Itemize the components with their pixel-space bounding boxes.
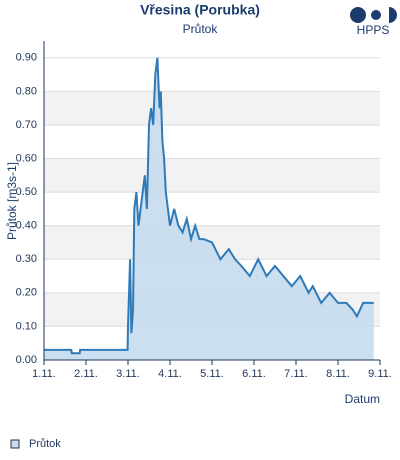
x-tick-label: 7.11. [284,368,308,380]
y-tick-label: 0.30 [16,253,37,265]
plot-band [44,158,380,193]
x-tick-label: 1.11. [32,368,56,380]
y-tick-label: 0.40 [16,220,37,232]
plot-band [44,91,380,125]
x-tick-label: 8.11. [326,368,350,380]
x-tick-label: 2.11. [74,368,98,380]
line [44,57,374,355]
logo-text: HPPS [357,23,390,37]
y-tick-label: 0.90 [16,52,37,64]
y-tick-label: 0.50 [16,186,37,198]
chart-title: Vřesina (Porubka) [140,2,260,18]
y-tick-label: 0.70 [16,119,37,131]
x-tick-label: 4.11. [158,368,182,380]
x-tick-label: 9.11. [368,368,392,380]
x-tick-label: 5.11. [200,368,224,380]
x-tick-label: 3.11. [116,368,140,380]
legend-swatch [10,439,20,449]
area [44,57,374,360]
y-tick-label: 0.20 [16,287,37,299]
logo-icon [350,7,397,23]
y-axis-label: Průtok [m3s-1] [5,162,19,240]
y-tick-label: 0.10 [16,320,37,332]
y-tick-label: 0.60 [16,152,37,164]
legend-label: Průtok [29,438,61,450]
x-axis-label: Datum [345,392,380,406]
x-tick-label: 6.11. [242,368,266,380]
y-tick-label: 0.80 [16,85,37,97]
chart-subtitle: Průtok [183,22,219,36]
y-tick-label: 0.00 [16,354,37,366]
